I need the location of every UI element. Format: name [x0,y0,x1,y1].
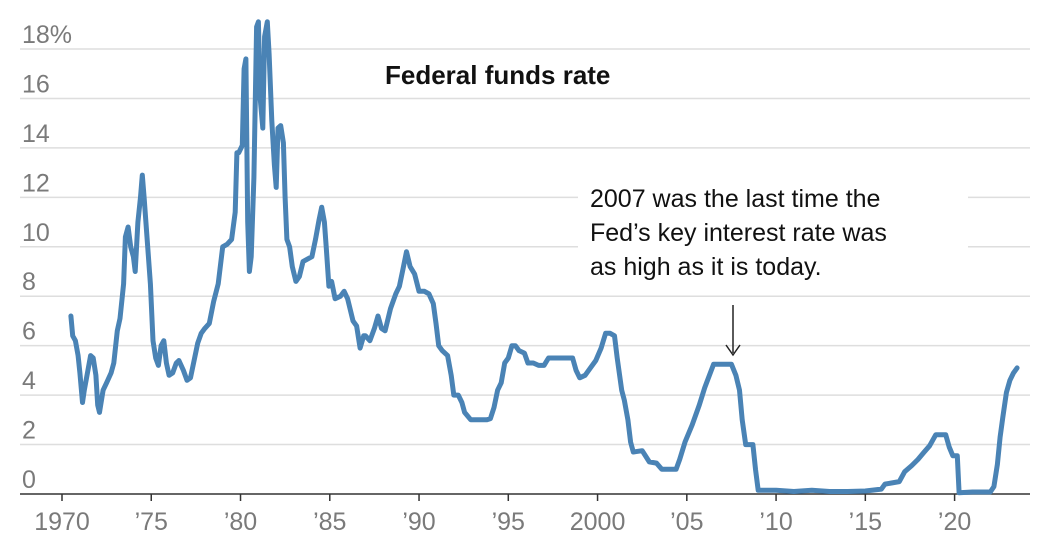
chart-title: Federal funds rate [385,60,610,90]
y-tick-label: 2 [22,417,36,445]
y-tick-label: 0 [22,466,36,494]
x-tick-label: ’95 [492,508,525,536]
y-tick-label: 10 [22,219,50,247]
y-tick-label: 8 [22,268,36,296]
x-tick-label: ’15 [849,508,882,536]
annotation-bg [578,175,968,285]
grid: 0 2 4 6 8 10 12 14 16 18% 1970 ’75 ’80 ’85 ’90 ’95 2000 ’… [20,21,1030,536]
marks [68,19,1020,496]
y-tick-label: 6 [22,318,36,346]
y-tick-label: 18% [22,21,72,49]
x-tick-label: ’75 [135,508,168,536]
y-tick-label: 4 [22,367,36,395]
x-tick-label: ’80 [224,508,257,536]
x-tick-label: ’20 [938,508,971,536]
annotation: 2007 was the last time the [590,185,880,213]
line [68,19,1020,496]
x-tick-label: ’90 [402,508,435,536]
x-tick-label: ’10 [759,508,792,536]
x-tick-label: 2000 [570,508,626,536]
y-tick-label: 16 [22,70,50,98]
x-tick-label: ’05 [670,508,703,536]
annotation-arrowhead [725,344,741,357]
y-tick-label: 14 [22,120,50,148]
x-tick-label: 1970 [34,508,90,536]
annotation: as high as it is today. [590,253,822,281]
y-tick-label: 12 [22,169,50,197]
annotation: Fed’s key interest rate was [590,219,887,247]
x-tick-label: ’85 [313,508,346,536]
